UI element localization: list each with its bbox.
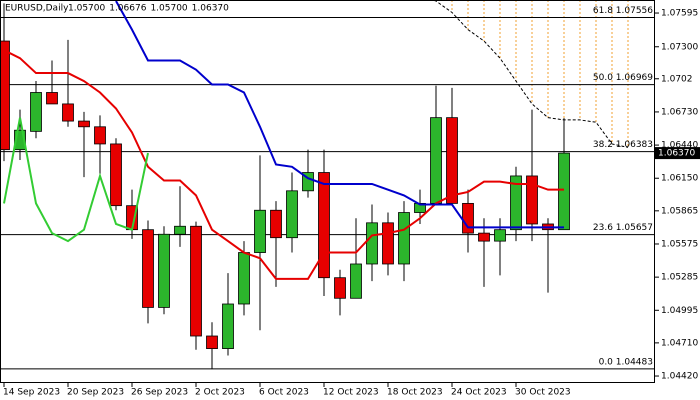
plot-frame — [0, 0, 655, 383]
candle-body — [350, 263, 362, 299]
y-tick-label: 1.05575 — [661, 239, 698, 249]
y-tick-label: 1.06150 — [661, 174, 698, 184]
candle-body — [558, 152, 570, 231]
candle-body — [526, 175, 538, 225]
candle-body — [158, 233, 170, 308]
candle-body — [30, 92, 42, 132]
candle-body — [318, 172, 330, 279]
x-tick-label: 6 Oct 2023 — [259, 388, 309, 398]
candle-body — [14, 129, 26, 151]
indicator-line — [431, 0, 629, 148]
indicator-line — [3, 49, 564, 280]
y-tick-label: 1.05285 — [661, 273, 698, 283]
candle-body — [494, 229, 506, 242]
candle-body — [110, 143, 122, 207]
candle-body — [238, 252, 250, 305]
fib-label: 50.0 1.06969 — [593, 73, 653, 83]
quote-value: 1.05700 — [68, 4, 105, 14]
candle-body — [94, 126, 106, 145]
candle-body — [462, 202, 474, 234]
y-tick-label: 1.0702 — [661, 74, 693, 84]
candle-body — [478, 232, 490, 242]
y-tick-label: 1.07300 — [661, 42, 698, 52]
symbol: EURUSD,Daily — [5, 4, 69, 14]
y-tick-label: 1.05865 — [661, 206, 698, 216]
candle-body — [174, 225, 186, 235]
last-price-box — [655, 147, 700, 160]
x-tick-label: 20 Sep 2023 — [67, 388, 124, 398]
indicator-line — [115, 0, 564, 229]
candle-body — [190, 225, 202, 337]
candle-body — [382, 222, 394, 265]
x-tick-label: 18 Oct 2023 — [387, 388, 443, 398]
x-tick-label: 24 Oct 2023 — [451, 388, 507, 398]
candle-body — [366, 222, 378, 265]
candle-body — [286, 190, 298, 239]
candle-body — [254, 209, 266, 253]
quote-value: 1.06370 — [192, 4, 229, 14]
y-tick-label: 1.04995 — [661, 306, 698, 316]
x-tick-label: 2 Oct 2023 — [195, 388, 245, 398]
x-tick-label: 26 Sep 2023 — [131, 388, 188, 398]
fib-label: 38.2 1.06383 — [593, 140, 653, 150]
fib-label: 0.0 1.04483 — [599, 357, 653, 367]
fib-label: 61.8 1.07556 — [593, 6, 653, 16]
candle-body — [446, 117, 458, 204]
candle-body — [142, 229, 154, 308]
candle-body — [430, 117, 442, 204]
candle-body — [510, 175, 522, 231]
candle-body — [398, 212, 410, 265]
candle-body — [0, 40, 10, 151]
candle-body — [302, 172, 314, 192]
x-tick-label: 14 Sep 2023 — [3, 388, 60, 398]
last-price-label: 1.06370 — [658, 149, 695, 159]
candle-body — [46, 92, 58, 105]
quote: 1.05700 1.06676 1.05700 1.06370 — [68, 4, 229, 14]
x-tick-label: 30 Oct 2023 — [515, 388, 571, 398]
y-tick-label: 1.06440 — [661, 141, 698, 151]
candle-body — [222, 303, 234, 349]
candle-body — [78, 120, 90, 128]
candle-body — [62, 103, 74, 122]
candle-body — [270, 209, 282, 239]
y-tick-label: 1.04420 — [661, 372, 698, 382]
y-tick-label: 1.06730 — [661, 107, 698, 117]
quote-value: 1.05700 — [150, 4, 187, 14]
y-tick-label: 1.07595 — [661, 9, 698, 19]
x-tick-label: 12 Oct 2023 — [323, 388, 379, 398]
fib-label: 23.6 1.05657 — [593, 223, 653, 233]
candle-body — [334, 277, 346, 299]
quote-value: 1.06676 — [109, 4, 146, 14]
y-tick-label: 1.04710 — [661, 338, 698, 348]
plot-area — [0, 0, 655, 370]
candle-body — [206, 335, 218, 349]
indicator-line — [3, 117, 149, 243]
